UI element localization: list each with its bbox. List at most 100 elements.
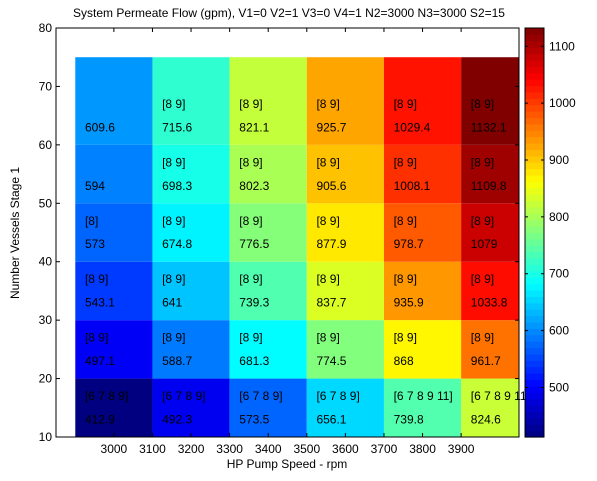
colorbar-segment: [525, 251, 544, 259]
cell-value-label: 1029.4: [394, 120, 431, 134]
x-tick-label: 3100: [139, 442, 166, 456]
heatmap-cell: [75, 320, 153, 379]
colorbar-segment: [525, 143, 544, 151]
cell-tag-label: [8 9]: [162, 97, 185, 111]
cell-value-label: 543.1: [85, 296, 115, 310]
cell-value-label: 497.1: [85, 354, 115, 368]
colorbar-segment: [525, 130, 544, 138]
cell-value-label: 698.3: [162, 179, 192, 193]
colorbar-segment: [525, 206, 544, 214]
colorbar-segment: [525, 174, 544, 182]
x-tick-label: 3900: [448, 442, 475, 456]
colorbar-segment: [525, 321, 544, 329]
colorbar-tick-label: 800: [549, 210, 569, 224]
cell-value-label: 588.7: [162, 354, 192, 368]
heatmap-cell: [152, 378, 230, 437]
cell-tag-label: [8 9]: [239, 331, 262, 345]
cell-tag-label: [8 9]: [162, 214, 185, 228]
colorbar-segment: [525, 405, 544, 413]
heatmap-cell: [229, 378, 307, 437]
cell-value-label: 674.8: [162, 237, 192, 251]
y-axis: 10 20 30 40 50 60 70 80: [39, 21, 519, 444]
heatmap-cell: [306, 261, 384, 321]
heatmap-cell: [383, 320, 462, 379]
cell-tag-label: [8 9]: [471, 272, 494, 286]
cell-value-label: 681.3: [239, 354, 269, 368]
heatmap-cell: [152, 320, 230, 379]
colorbar-tick-label: 1100: [549, 39, 575, 53]
cell-value-label: 1033.8: [471, 296, 508, 310]
cell-value-label: 935.9: [394, 296, 424, 310]
cell-value-label: 925.7: [316, 120, 346, 134]
cell-tag-label: [8 9]: [471, 214, 494, 228]
heatmap-cell: [461, 144, 519, 204]
cell-value-label: 594: [85, 179, 105, 193]
chart-title: System Permeate Flow (gpm), V1=0 V2=1 V3…: [73, 6, 505, 20]
cell-value-label: 1079: [471, 237, 498, 251]
cell-tag-label: [8]: [85, 214, 98, 228]
y-tick-label: 80: [39, 21, 53, 35]
cell-tag-label: [8 9]: [239, 214, 262, 228]
x-tick-label: 3800: [409, 442, 436, 456]
cell-tag-label: [8 9]: [471, 97, 494, 111]
cell-tag-label: [6 7 8 9]: [239, 389, 282, 403]
cell-tag-label: [8 9]: [394, 214, 417, 228]
colorbar-segment: [525, 91, 544, 99]
heatmap-cell: [229, 261, 307, 321]
cell-value-label: 961.7: [471, 354, 501, 368]
heatmap-cell: [383, 261, 462, 321]
cell-value-label: 978.7: [394, 237, 424, 251]
colorbar-segment: [525, 347, 544, 355]
heatmap-cell: [383, 378, 462, 437]
cell-tag-label: [8 9]: [239, 155, 262, 169]
colorbar-segment: [525, 309, 544, 317]
heatmap-cell: [306, 203, 384, 262]
heatmap-cell: [75, 378, 153, 437]
heatmap-cell: [229, 203, 307, 262]
heatmap-cell: [152, 203, 230, 262]
heatmap-cell: [229, 320, 307, 379]
cell-value-label: 609.6: [85, 120, 115, 134]
heatmap-cell: [383, 203, 462, 262]
colorbar-segment: [525, 155, 544, 163]
cell-tag-label: [8 9]: [316, 331, 339, 345]
cell-value-label: 715.6: [162, 120, 192, 134]
plot-frame: [55, 27, 520, 438]
heatmap-cell: [306, 144, 384, 204]
colorbar-segment: [525, 366, 544, 374]
y-tick-label: 40: [39, 255, 53, 269]
x-tick-label: 3200: [178, 442, 205, 456]
heatmap-cell: [152, 261, 230, 321]
colorbar-segment: [525, 417, 544, 425]
y-tick-label: 60: [39, 138, 53, 152]
colorbar: 500 600 700 800 900 1000 1100: [524, 27, 576, 438]
colorbar-tick-label: 600: [549, 324, 569, 338]
heatmap-cell: [306, 57, 384, 145]
heatmap-cell: [461, 203, 519, 262]
y-tick-label: 20: [39, 372, 53, 386]
y-tick-label: 30: [39, 313, 53, 327]
colorbar-segment: [525, 123, 544, 131]
heatmap-cell: [383, 57, 462, 145]
cell-tag-label: [6 7 8 9]: [162, 389, 205, 403]
colorbar-segment: [525, 232, 544, 240]
colorbar-segment: [525, 168, 544, 176]
cell-value-label: 905.6: [316, 179, 346, 193]
x-tick-label: 3500: [293, 442, 320, 456]
heatmap-cell: [461, 320, 519, 379]
colorbar-segment: [525, 117, 544, 125]
heatmap-cell: [75, 261, 153, 321]
y-tick-label: 70: [39, 79, 53, 93]
colorbar-tick-label: 500: [549, 380, 569, 394]
colorbar-segment: [525, 104, 544, 112]
colorbar-segment: [525, 283, 544, 291]
cell-value-label: 877.9: [316, 237, 346, 251]
heatmap-cell: [229, 57, 307, 145]
cell-value-label: 573.5: [239, 412, 269, 426]
colorbar-segment: [525, 149, 544, 157]
cell-tag-label: [8 9]: [162, 272, 185, 286]
colorbar-segment: [525, 194, 544, 202]
heatmap-cell: [75, 203, 153, 262]
colorbar-segment: [525, 373, 544, 381]
